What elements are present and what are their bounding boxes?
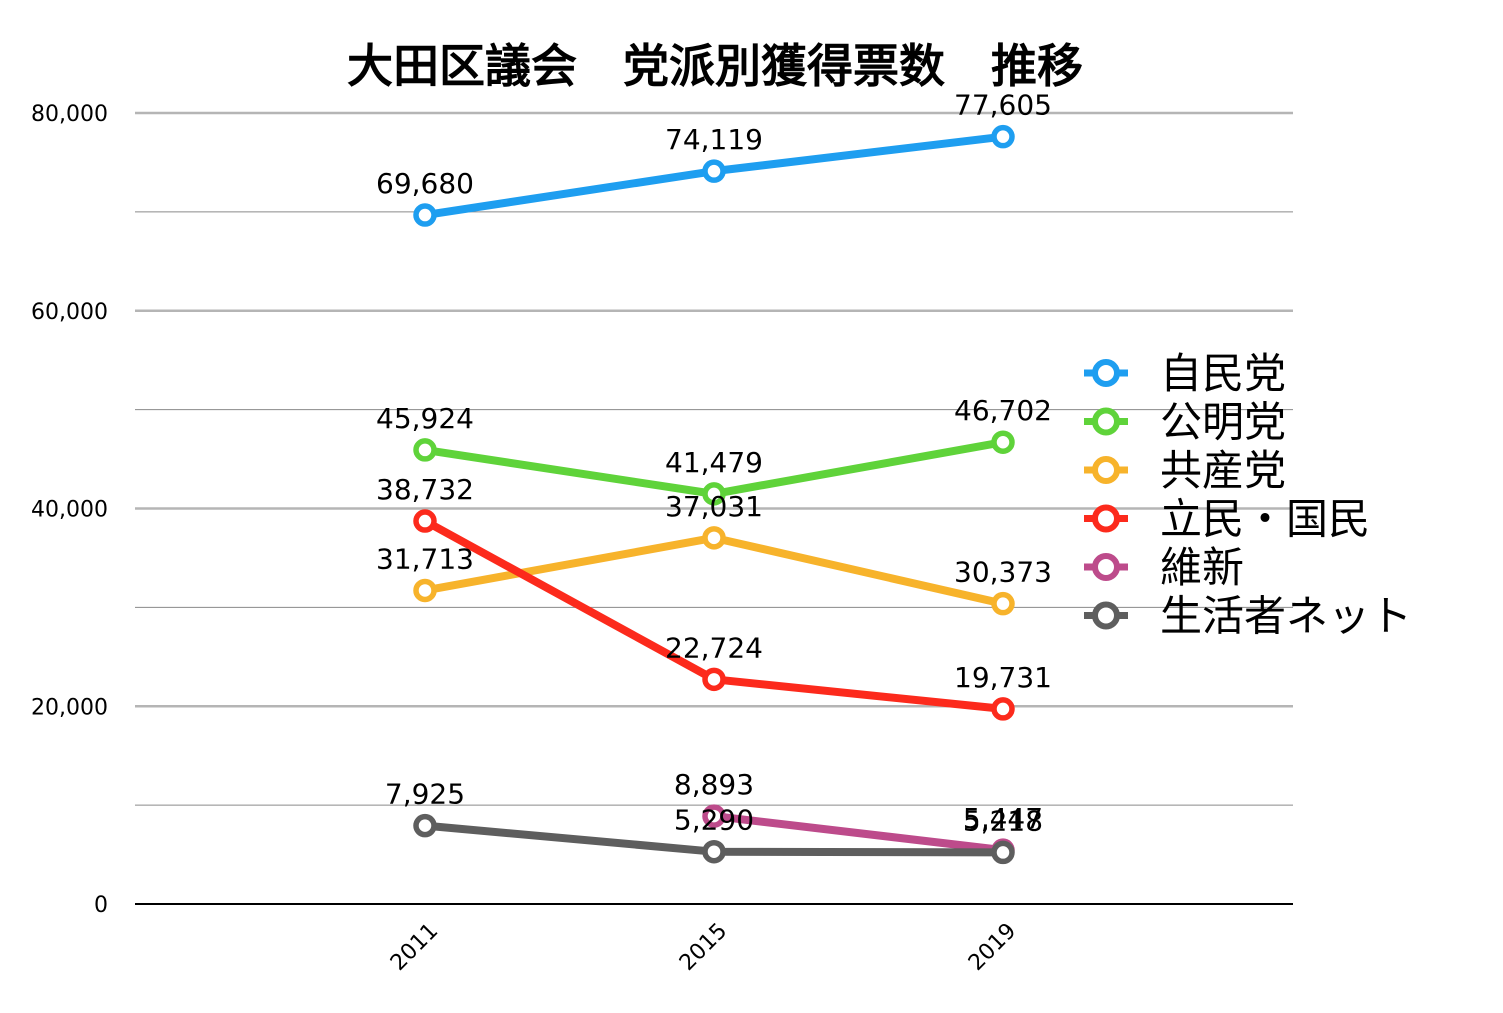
data-label: 46,702 (954, 394, 1052, 427)
data-point (702, 526, 726, 550)
x-tick-label: 2019 (964, 919, 1021, 976)
legend-label: 自民党 (1160, 349, 1286, 398)
data-point (702, 839, 726, 864)
data-point (991, 840, 1015, 865)
data-labels: 69,680 74,119 77,605 45,924 41,479 46,702 31,7… (376, 89, 1052, 838)
grid-lines (135, 111, 1293, 905)
data-label: 19,731 (954, 661, 1052, 694)
legend-label: 共産党 (1160, 446, 1286, 495)
legend-marker (1092, 456, 1120, 484)
data-point (702, 667, 726, 692)
data-point (413, 203, 437, 227)
data-point (702, 159, 726, 183)
x-tick-label: 2015 (675, 919, 732, 976)
data-point (413, 509, 437, 533)
legend-label: 公明党 (1160, 398, 1286, 447)
y-tick-label: 60,000 (31, 300, 108, 325)
data-label: 77,605 (954, 89, 1052, 122)
data-label: 5,218 (963, 804, 1043, 837)
y-tick-label: 40,000 (31, 498, 108, 523)
data-label: 8,893 (674, 768, 754, 801)
data-label: 5,290 (674, 804, 754, 837)
data-label: 69,680 (376, 167, 474, 200)
legend-marker (1092, 359, 1120, 387)
data-label: 45,924 (376, 402, 474, 435)
legend-marker (1092, 553, 1120, 581)
data-label: 38,732 (376, 473, 474, 506)
data-label: 31,713 (376, 542, 474, 575)
data-label: 74,119 (665, 123, 763, 156)
data-point (991, 430, 1015, 454)
legend-label: 維新 (1160, 543, 1244, 592)
x-axis-ticks: 2011 2015 2019 (386, 919, 1021, 976)
data-point (991, 124, 1015, 149)
legend-label: 生活者ネット (1160, 592, 1412, 641)
y-axis-ticks: 0 20,000 40,000 60,000 80,000 (31, 102, 108, 918)
data-label: 41,479 (665, 446, 763, 479)
y-tick-label: 0 (94, 893, 108, 918)
data-label: 30,373 (954, 556, 1052, 589)
series-line (710, 812, 1007, 855)
series-group (413, 124, 1015, 865)
data-point (413, 438, 437, 462)
data-label: 5,447 (963, 802, 1043, 835)
legend-marker (1092, 601, 1120, 630)
data-label: 37,031 (665, 490, 763, 523)
data-point (702, 482, 726, 506)
data-point (413, 813, 437, 838)
data-label: 7,925 (385, 778, 465, 811)
data-point (991, 591, 1015, 616)
legend-marker (1092, 504, 1120, 533)
legend-marker (1092, 407, 1120, 436)
data-point (702, 804, 726, 828)
y-tick-label: 20,000 (31, 695, 108, 720)
data-point (991, 697, 1015, 721)
chart-title: 大田区議会 党派別獲得票数 推移 (347, 39, 1083, 93)
legend-label: 立民・国民 (1160, 495, 1370, 544)
x-tick-label: 2011 (386, 919, 443, 976)
data-point (413, 578, 437, 603)
data-label: 22,724 (665, 631, 763, 664)
y-tick-label: 80,000 (31, 102, 108, 127)
